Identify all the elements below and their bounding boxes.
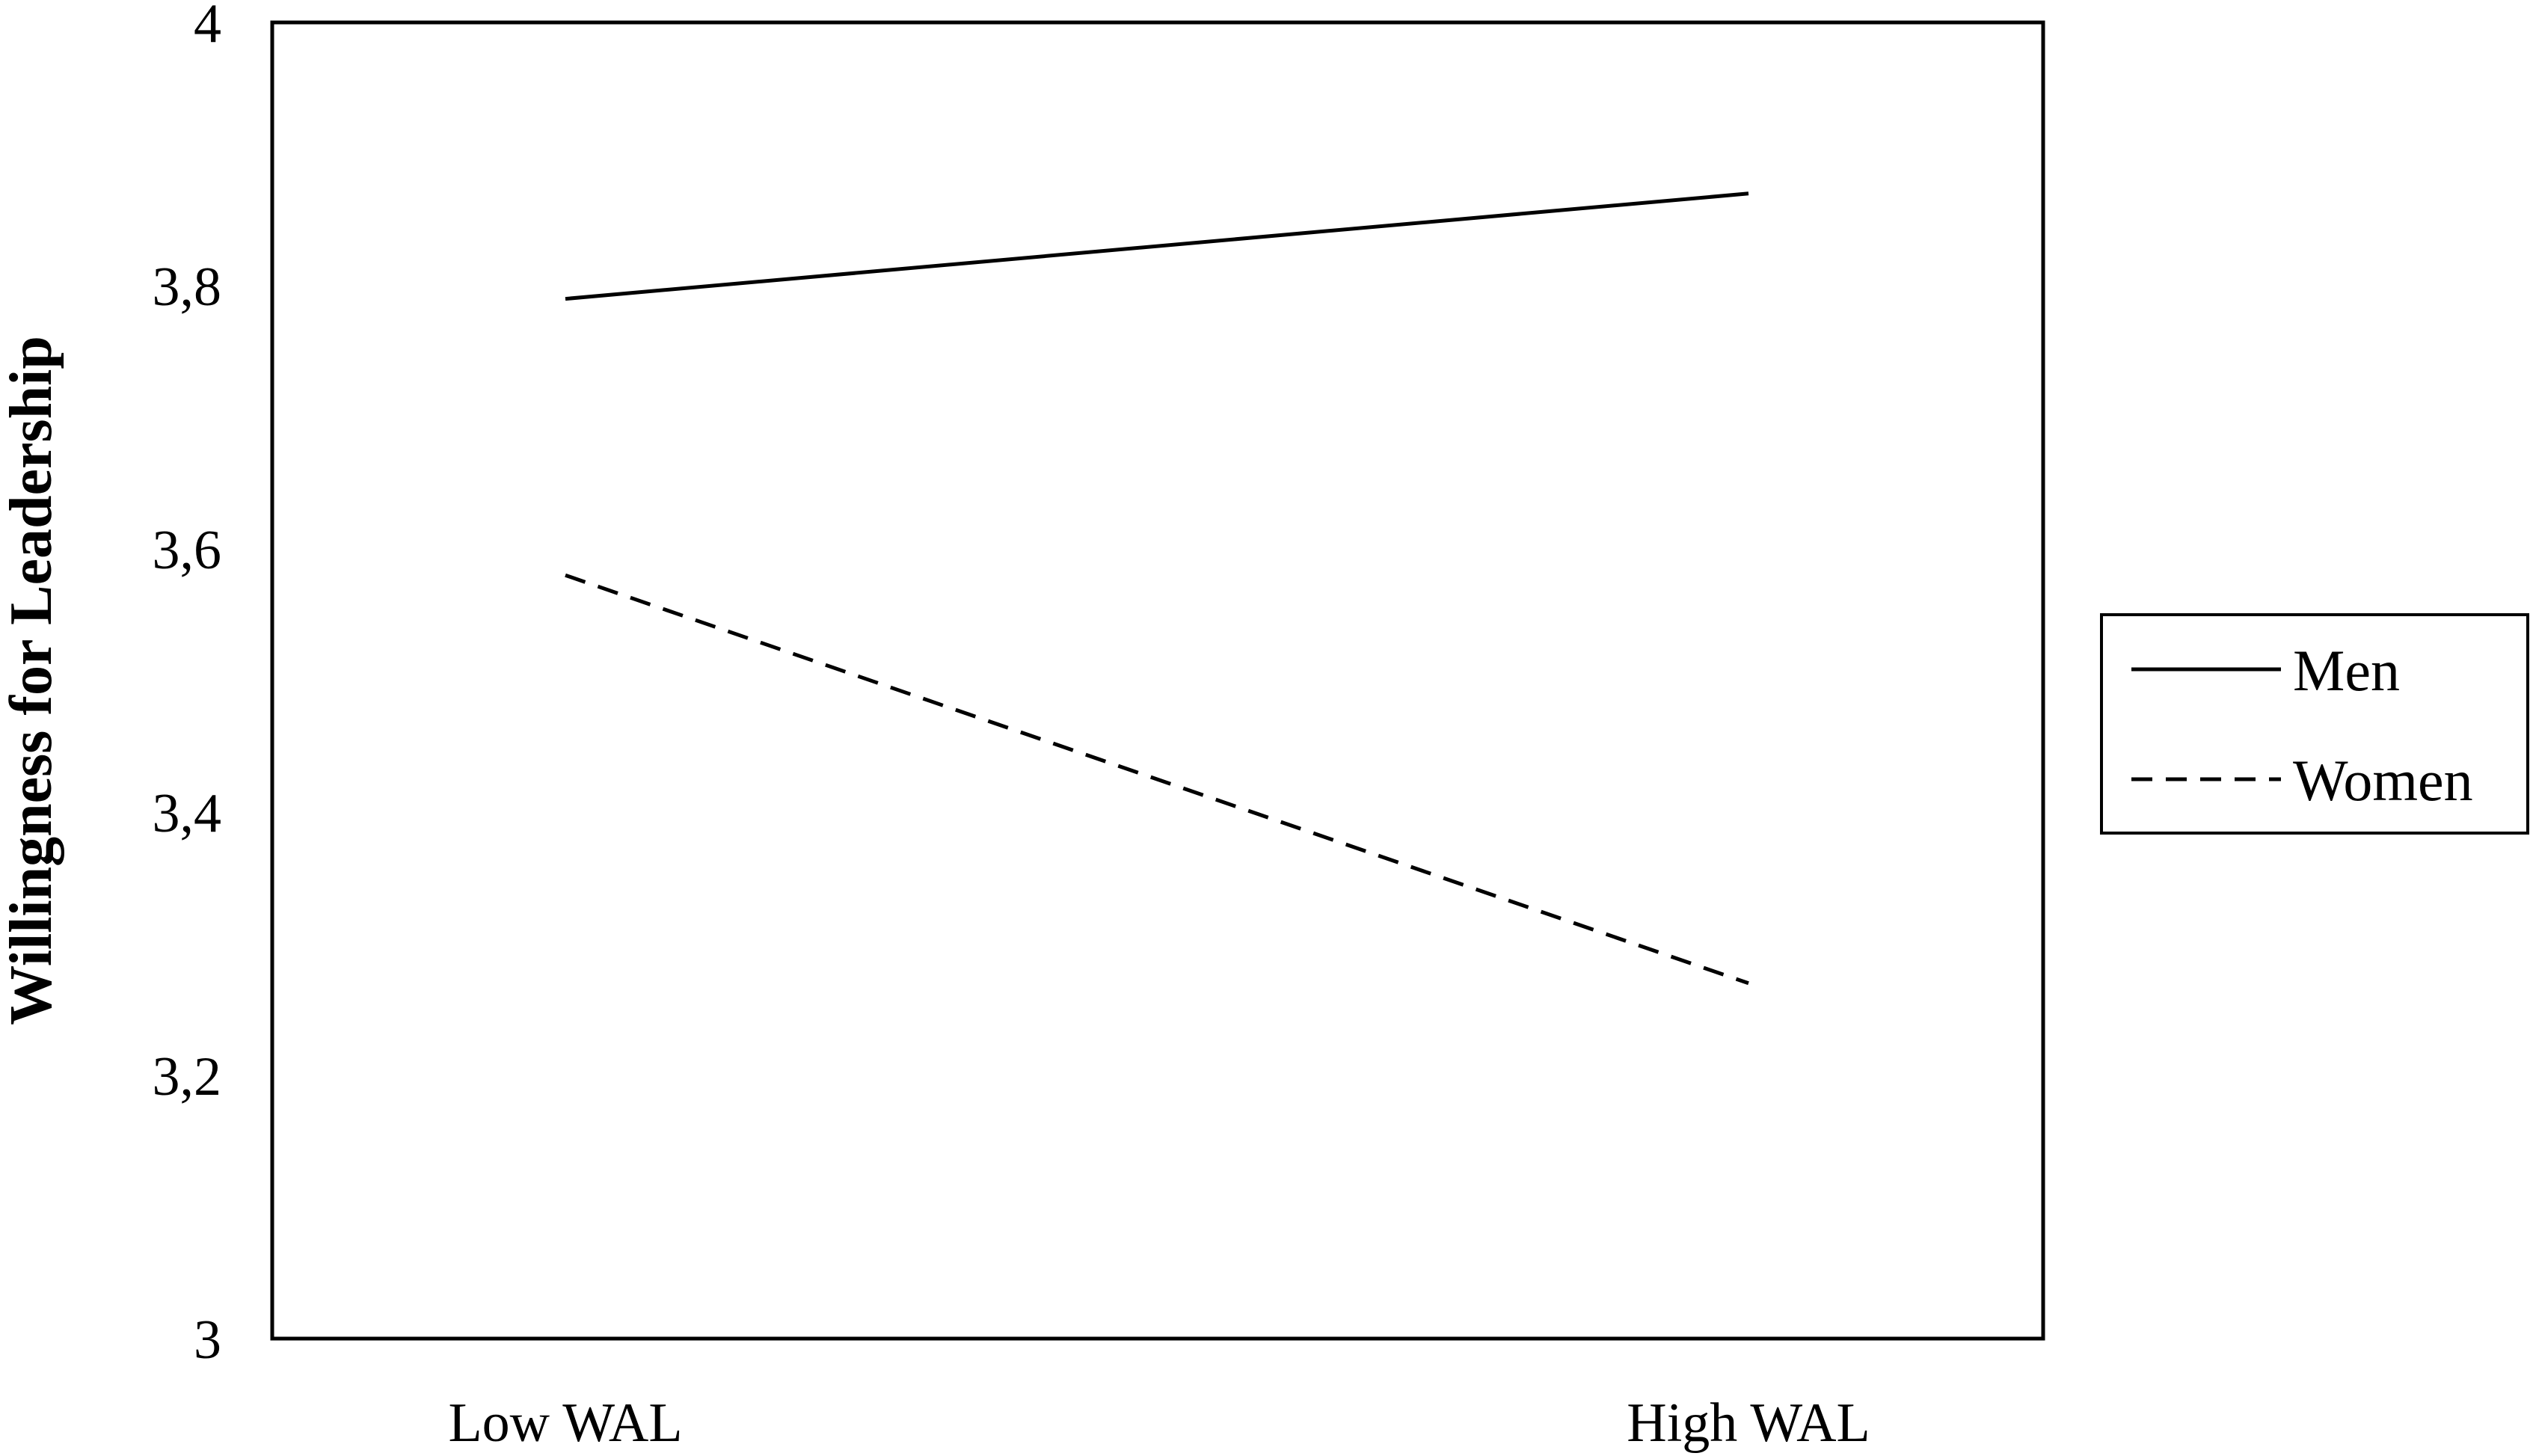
y-tick-label: 3 xyxy=(194,1309,221,1371)
series-line-men xyxy=(565,191,1749,301)
series-line-women xyxy=(565,573,1749,986)
plot-frame xyxy=(270,20,2045,1341)
y-tick-label: 4 xyxy=(194,0,221,55)
x-tick-label: High WAL xyxy=(1627,1392,1870,1454)
y-tick-label: 3,2 xyxy=(153,1046,222,1108)
y-tick-label: 3,8 xyxy=(153,257,222,318)
legend-box xyxy=(2100,613,2529,835)
y-tick-label: 3,6 xyxy=(153,520,222,581)
legend-label-women: Women xyxy=(2293,748,2473,813)
series-lines xyxy=(565,191,1749,986)
x-tick-label: Low WAL xyxy=(448,1392,682,1454)
legend: Men Women xyxy=(2100,613,2529,835)
y-tick-label: 3,4 xyxy=(153,783,222,844)
x-tick-labels: Low WAL High WAL xyxy=(448,1392,1870,1454)
y-axis-label: Willingness for Leadership xyxy=(0,336,64,1025)
y-tick-labels: 3 3,2 3,4 3,6 3,8 4 xyxy=(153,0,222,1371)
legend-label-men: Men xyxy=(2293,638,2400,703)
